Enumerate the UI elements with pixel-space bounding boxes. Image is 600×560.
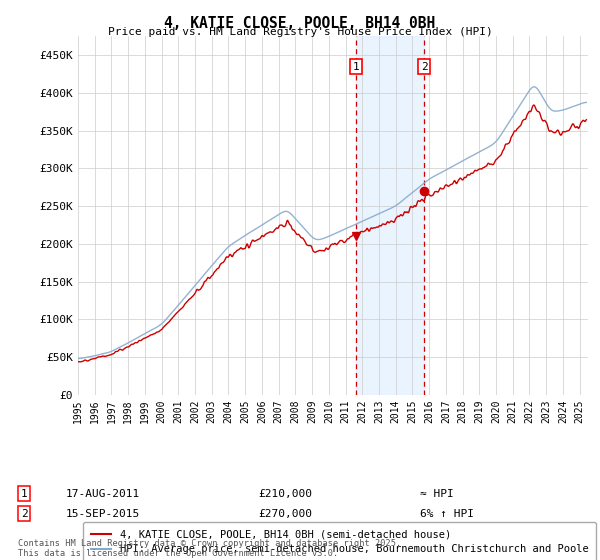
Text: 2: 2 [421, 62, 428, 72]
Text: 6% ↑ HPI: 6% ↑ HPI [420, 508, 474, 519]
Text: £270,000: £270,000 [258, 508, 312, 519]
Text: 17-AUG-2011: 17-AUG-2011 [66, 489, 140, 499]
Text: 4, KATIE CLOSE, POOLE, BH14 0BH: 4, KATIE CLOSE, POOLE, BH14 0BH [164, 16, 436, 31]
Text: 1: 1 [20, 489, 28, 499]
Bar [356, 36, 424, 395]
Legend: 4, KATIE CLOSE, POOLE, BH14 0BH (semi-detached house), HPI: Average price, semi-: 4, KATIE CLOSE, POOLE, BH14 0BH (semi-de… [83, 522, 596, 560]
Text: 2: 2 [20, 508, 28, 519]
Text: ≈ HPI: ≈ HPI [420, 489, 454, 499]
Text: Price paid vs. HM Land Registry's House Price Index (HPI): Price paid vs. HM Land Registry's House … [107, 27, 493, 37]
Text: Contains HM Land Registry data © Crown copyright and database right 2025.
This d: Contains HM Land Registry data © Crown c… [18, 539, 401, 558]
Text: 15-SEP-2015: 15-SEP-2015 [66, 508, 140, 519]
Text: £210,000: £210,000 [258, 489, 312, 499]
Text: 1: 1 [353, 62, 359, 72]
